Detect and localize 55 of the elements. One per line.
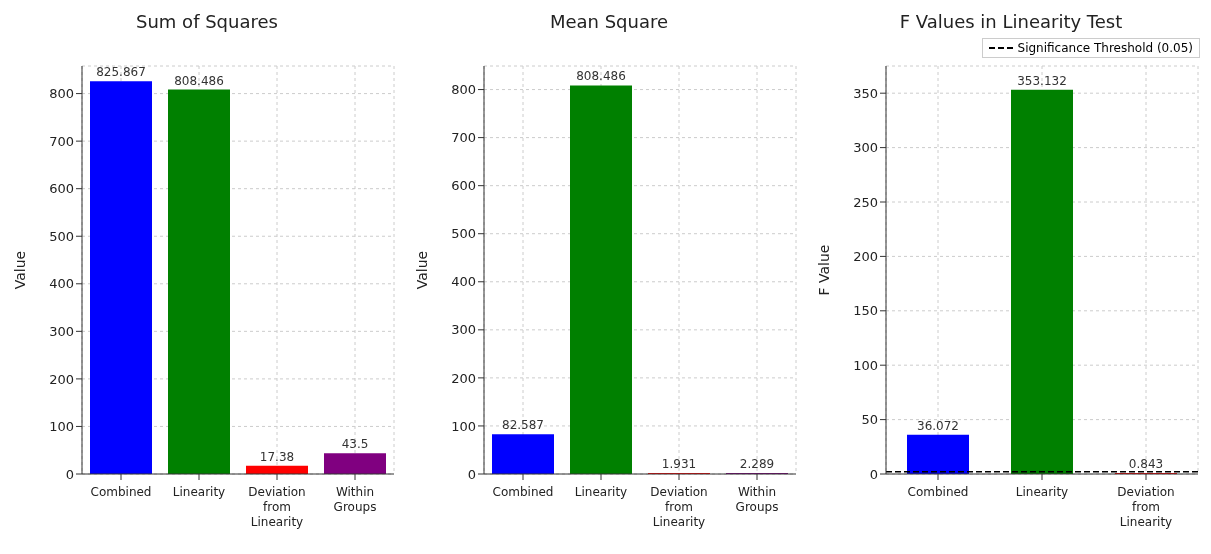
y-tick-label: 200 [451, 370, 476, 386]
y-tick-label: 0 [65, 466, 74, 482]
data-label: 353.132 [1017, 73, 1067, 88]
y-tick-label: 100 [451, 418, 476, 434]
x-tick-label: Linearity [1015, 485, 1069, 499]
data-label: 36.072 [917, 418, 959, 433]
y-tick-label: 600 [49, 181, 74, 197]
y-tick-label: 500 [451, 226, 476, 242]
y-tick-label: 800 [451, 82, 476, 98]
data-label: 43.5 [341, 437, 369, 452]
data-label: 17.38 [259, 449, 295, 464]
data-label: 2.289 [739, 456, 775, 471]
y-axis-title: Value [11, 250, 28, 290]
chart-title: Sum of Squares [135, 10, 279, 34]
y-tick-label: 350 [853, 85, 878, 101]
y-axis-title: F Value [815, 244, 832, 296]
x-tick-label: Combined [492, 485, 554, 499]
y-tick-label: 700 [49, 133, 74, 149]
y-tick-label: 300 [451, 322, 476, 338]
x-tick-label: Combined [90, 485, 152, 499]
y-tick-label: 500 [49, 228, 74, 244]
y-tick-label: 250 [853, 194, 878, 210]
x-tick-label: Linearity [172, 485, 226, 499]
data-label: 808.486 [174, 73, 224, 88]
y-tick-label: 0 [467, 466, 476, 482]
y-tick-label: 600 [451, 178, 476, 194]
data-label: 82.587 [502, 418, 544, 433]
y-tick-label: 0 [869, 466, 878, 482]
x-tick-label: Deviation from Linearity [1117, 485, 1175, 529]
y-tick-label: 400 [49, 276, 74, 292]
x-tick-label: Linearity [574, 485, 628, 499]
y-tick-label: 700 [451, 130, 476, 146]
data-label: 1.931 [661, 457, 697, 472]
x-tick-label: Deviation from Linearity [248, 485, 306, 529]
y-tick-label: 400 [451, 274, 476, 290]
y-tick-label: 200 [49, 371, 74, 387]
chart-title: Mean Square [548, 10, 670, 34]
x-tick-label: Deviation from Linearity [650, 485, 708, 529]
data-label: 0.843 [1128, 457, 1164, 472]
y-tick-label: 300 [853, 140, 878, 156]
data-label: 808.486 [576, 69, 626, 84]
y-tick-label: 100 [853, 357, 878, 373]
x-tick-label: Within Groups [333, 485, 377, 514]
y-tick-label: 100 [49, 419, 74, 435]
y-tick-label: 150 [853, 303, 878, 319]
x-tick-label: Combined [907, 485, 969, 499]
chart-title: F Values in Linearity Test [898, 10, 1124, 34]
y-axis-title: Value [413, 250, 430, 290]
y-tick-label: 800 [49, 86, 74, 102]
data-label: 825.867 [96, 65, 146, 80]
y-tick-label: 50 [861, 412, 878, 428]
legend-label: Significance Threshold (0.05) [1016, 41, 1193, 55]
x-tick-label: Within Groups [735, 485, 779, 514]
y-tick-label: 200 [853, 249, 878, 265]
y-tick-label: 300 [49, 323, 74, 339]
